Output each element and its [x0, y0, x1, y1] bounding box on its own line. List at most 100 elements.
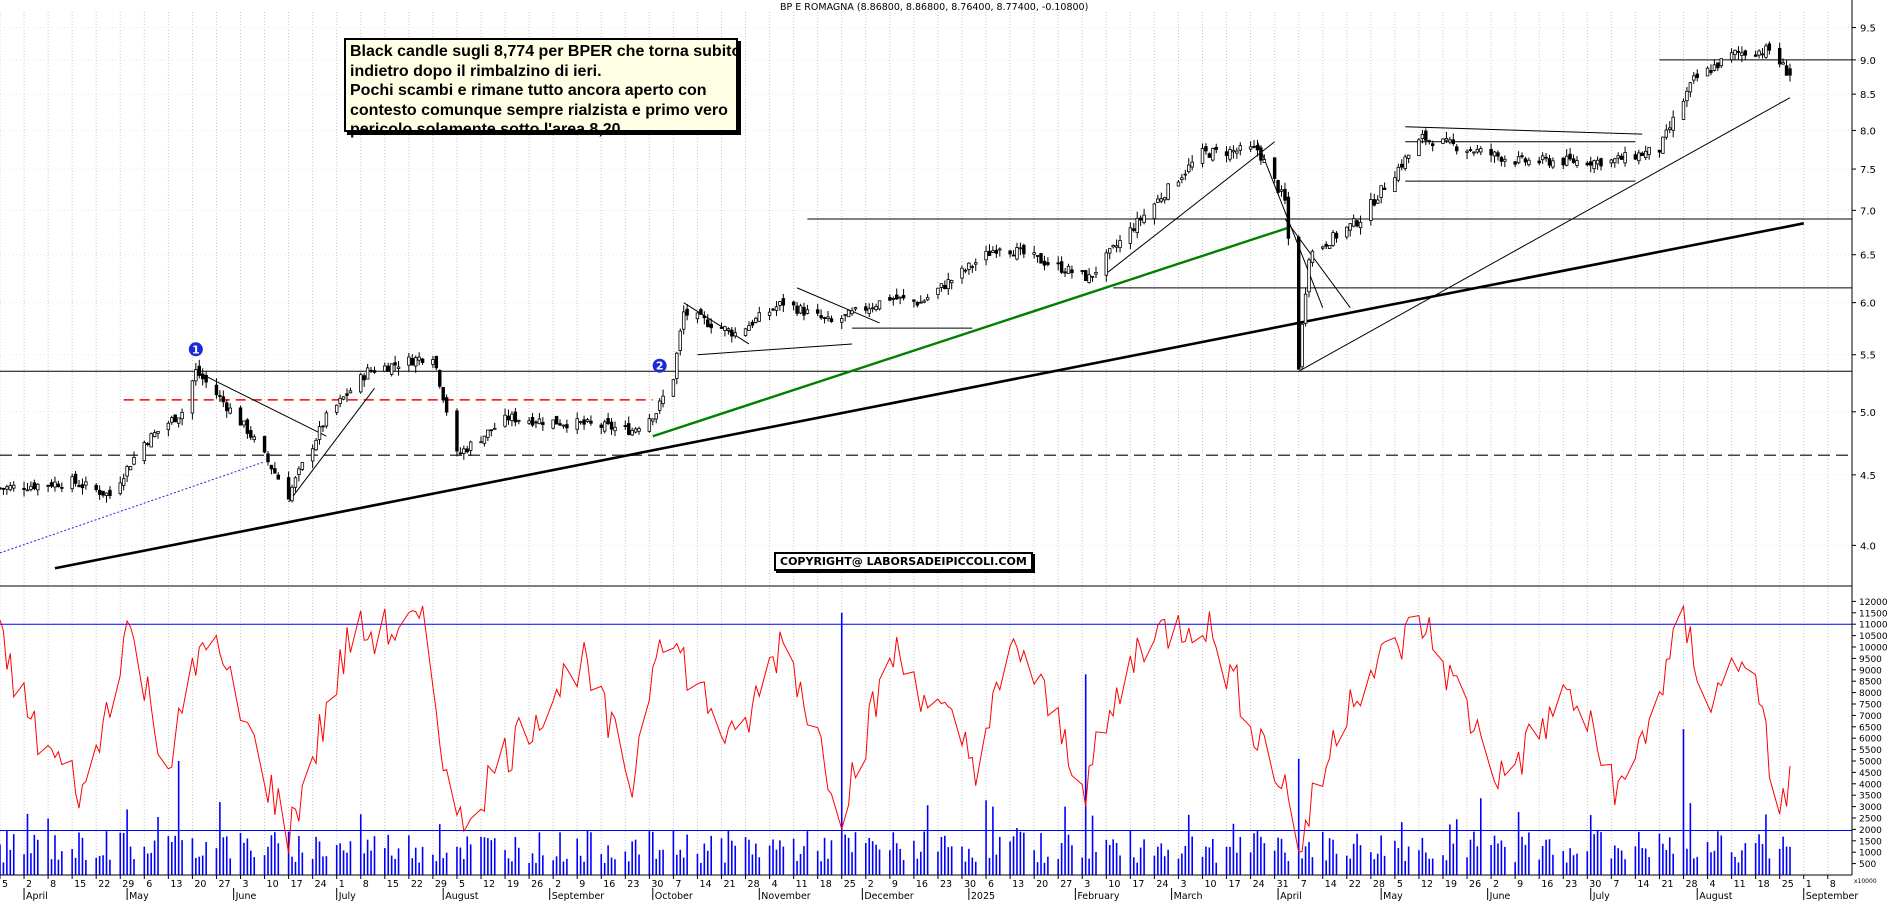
candle-body — [1544, 156, 1548, 159]
candle — [334, 404, 339, 416]
candle-body — [853, 307, 858, 310]
candle-body — [1310, 250, 1315, 263]
candle-body — [1709, 70, 1713, 73]
candle — [637, 426, 641, 435]
candle-body — [1259, 147, 1263, 161]
candle — [1345, 226, 1349, 240]
candle — [297, 466, 301, 482]
volume-tick-label: 8500 — [1859, 678, 1882, 688]
candle-body — [77, 484, 81, 487]
candle — [781, 293, 786, 313]
candle — [121, 473, 126, 491]
candle-body — [530, 416, 535, 426]
candle — [561, 424, 566, 429]
candle-body — [458, 452, 463, 455]
candle — [771, 307, 775, 312]
candle — [901, 288, 906, 301]
candle — [1503, 155, 1507, 168]
candle — [1382, 182, 1387, 191]
candle — [706, 314, 710, 328]
volume-tick-label: 8000 — [1859, 689, 1882, 699]
candle-body — [8, 485, 13, 491]
candle-body — [276, 474, 281, 480]
candle-body — [455, 410, 459, 452]
candle-body — [891, 298, 895, 300]
candle-body — [262, 435, 267, 453]
candle — [534, 420, 538, 429]
candle — [369, 366, 373, 374]
candle-body — [1475, 148, 1480, 153]
day-tick-label: 6 — [988, 879, 994, 890]
candle — [341, 396, 346, 401]
candle — [919, 295, 923, 304]
candle — [1156, 194, 1160, 203]
candle — [1609, 158, 1614, 168]
candle-body — [565, 424, 569, 429]
day-tick-label: 5 — [1397, 879, 1403, 890]
candle — [530, 412, 535, 427]
candle-body — [1668, 127, 1672, 130]
candle — [1180, 174, 1184, 184]
candle-body — [1104, 252, 1109, 276]
candle — [317, 420, 322, 445]
candle — [1238, 142, 1243, 156]
candle-body — [1444, 138, 1449, 141]
candle-body — [1108, 248, 1112, 254]
candle-body — [537, 418, 542, 425]
candle-body — [1468, 149, 1473, 151]
candle-body — [1472, 151, 1476, 154]
day-tick-label: 29 — [122, 879, 134, 890]
candle — [853, 306, 858, 312]
candle-body — [132, 457, 136, 465]
candle-body — [1008, 250, 1012, 255]
candle-body — [1643, 150, 1648, 158]
candle-body — [840, 318, 844, 323]
candle — [1224, 146, 1229, 163]
month-label: November — [761, 891, 811, 902]
candle — [1321, 245, 1325, 251]
candle — [269, 464, 274, 475]
candle — [1712, 59, 1717, 72]
candle-body — [1180, 177, 1184, 180]
candle — [1640, 151, 1644, 157]
candle-body — [444, 397, 449, 413]
candle-body — [922, 300, 926, 303]
candle-body — [1513, 161, 1517, 165]
candle-body — [1764, 45, 1768, 58]
candle-body — [1132, 228, 1136, 231]
candle-body — [657, 400, 662, 411]
day-tick-label: 2 — [555, 879, 561, 890]
volume-tick-label: 10500 — [1859, 632, 1888, 642]
candle-body — [204, 374, 208, 383]
candle-body — [795, 305, 799, 314]
candle — [1406, 154, 1411, 164]
candle — [1015, 242, 1019, 261]
volume-tick-label: 12000 — [1859, 598, 1888, 608]
day-tick-label: 20 — [1036, 879, 1048, 890]
candle-body — [901, 295, 906, 299]
candle-body — [1430, 143, 1435, 147]
candle-body — [895, 294, 899, 300]
copyright-label: COPYRIGHT@ LABORSADEIPICCOLI.COM — [774, 552, 1033, 571]
volume-tick-label: 6000 — [1859, 735, 1882, 745]
candle — [410, 353, 415, 366]
candle — [1585, 160, 1590, 167]
candle-body — [963, 269, 968, 272]
candle-body — [984, 250, 988, 261]
candle — [1087, 268, 1091, 284]
candle-body — [829, 318, 834, 323]
candle-body — [1760, 53, 1765, 56]
pattern-line — [1257, 141, 1324, 308]
candle-body — [386, 365, 390, 372]
candle — [582, 415, 586, 430]
candle-body — [1729, 52, 1734, 61]
candle-body — [1224, 151, 1229, 156]
candle — [238, 405, 243, 426]
day-tick-label: 8 — [1830, 879, 1836, 890]
candle-body — [633, 428, 638, 433]
candle — [1688, 81, 1693, 98]
candle — [1211, 147, 1215, 162]
candle-body — [1296, 236, 1301, 370]
oscillator-line — [0, 604, 1791, 854]
